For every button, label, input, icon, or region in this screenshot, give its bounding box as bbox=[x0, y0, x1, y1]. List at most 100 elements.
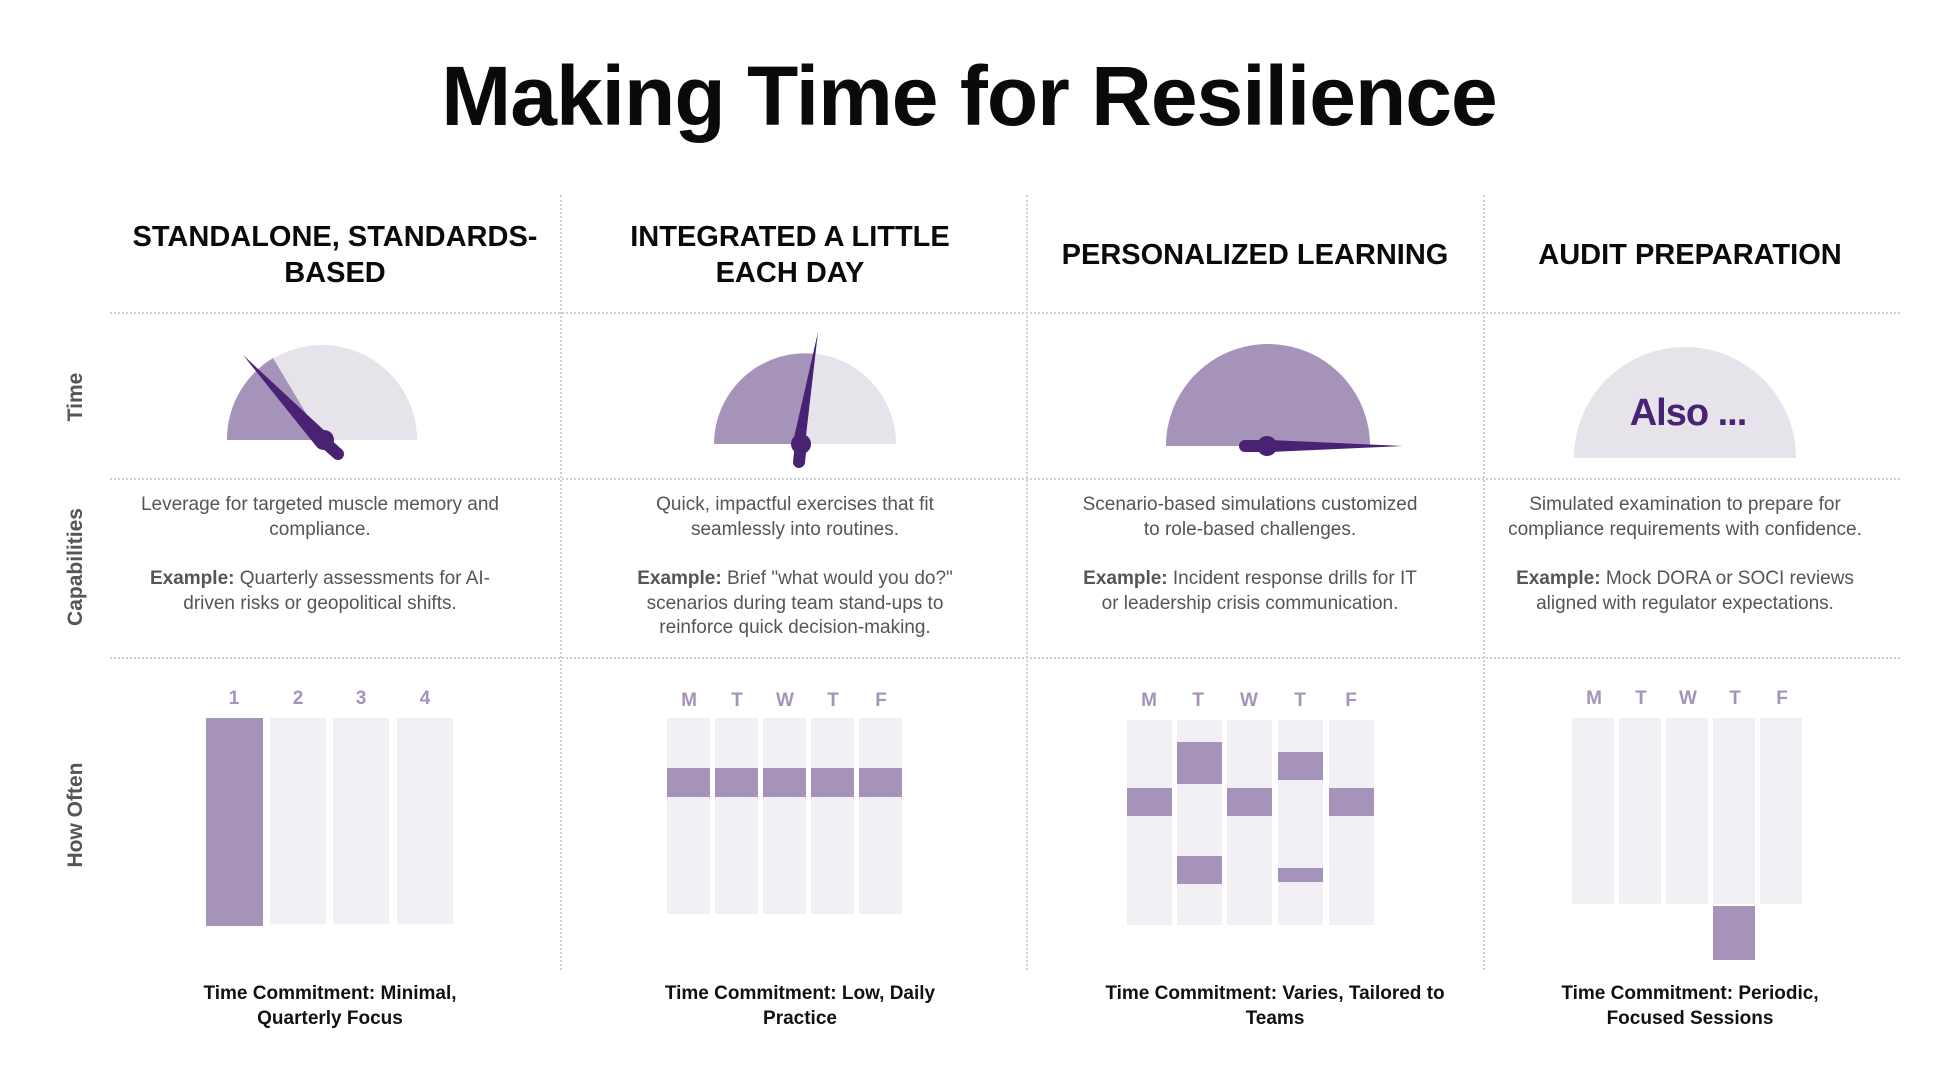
calendar-active-block bbox=[715, 768, 758, 797]
page-title: Making Time for Resilience bbox=[441, 49, 1497, 143]
calendar-cell bbox=[397, 718, 453, 924]
calendar-day-label: M bbox=[1141, 690, 1157, 711]
calendar-active-block bbox=[859, 768, 902, 797]
calendar-day-label: T bbox=[731, 690, 743, 711]
example-text: Example: Brief "what would you do?" scen… bbox=[620, 567, 970, 641]
calendar-cell bbox=[333, 718, 389, 924]
calendar-audit: M T W T F bbox=[1572, 688, 1802, 960]
capability-standalone: Leverage for targeted muscle memory and … bbox=[140, 493, 500, 641]
calendar-cell bbox=[859, 718, 902, 914]
calendar-integrated: M T W T F bbox=[667, 690, 902, 914]
capability-integrated: Quick, impactful exercises that fit seam… bbox=[620, 493, 970, 666]
calendar-active-block bbox=[1329, 788, 1374, 816]
calendar-day-label: M bbox=[681, 690, 697, 711]
calendar-personalized: M T W T F bbox=[1127, 690, 1374, 925]
gauge-fill bbox=[714, 353, 815, 444]
calendar-active-block bbox=[1127, 788, 1172, 816]
column-heading-integrated: INTEGRATED A LITTLE EACH DAY bbox=[630, 221, 950, 289]
time-commitment-audit: Time Commitment: Periodic, Focused Sessi… bbox=[1561, 983, 1819, 1029]
calendar-day-label: 1 bbox=[229, 688, 240, 709]
calendar-cell bbox=[1278, 720, 1323, 925]
gauge-pivot bbox=[791, 434, 811, 454]
calendar-day-label: 4 bbox=[420, 688, 431, 709]
calendar-cell bbox=[811, 718, 854, 914]
calendar-day-label: W bbox=[1679, 688, 1697, 709]
calendar-cell bbox=[763, 718, 806, 914]
example-label: Example: bbox=[637, 568, 722, 589]
calendar-cell bbox=[1760, 718, 1802, 904]
calendar-standalone: 1 2 3 4 bbox=[206, 688, 453, 926]
calendar-cell bbox=[1127, 720, 1172, 925]
column-heading-personalized: PERSONALIZED LEARNING bbox=[1061, 239, 1449, 271]
calendar-day-label: T bbox=[1294, 690, 1306, 711]
gauge-needle bbox=[1270, 440, 1403, 452]
calendar-active-block bbox=[763, 768, 806, 797]
example-body: Mock DORA or SOCI reviews aligned with r… bbox=[1536, 568, 1854, 614]
row-label-how-often: How Often bbox=[64, 762, 87, 868]
calendar-day-label: F bbox=[1776, 688, 1788, 709]
calendar-day-label: F bbox=[1345, 690, 1357, 711]
gauge-standalone bbox=[226, 345, 417, 460]
calendar-active-block bbox=[1227, 788, 1272, 816]
example-body: Quarterly assessments for AI-driven risk… bbox=[183, 568, 490, 614]
row-divider bbox=[110, 478, 1900, 480]
calendar-active-block bbox=[811, 768, 854, 797]
calendar-day-label: W bbox=[776, 690, 794, 711]
gauge-label: Also ... bbox=[1630, 392, 1747, 434]
example-body: Brief "what would you do?" scenarios dur… bbox=[646, 568, 953, 638]
gauge-pivot bbox=[1257, 436, 1277, 456]
capability-text: Leverage for targeted muscle memory and … bbox=[140, 494, 499, 540]
capability-personalized: Scenario-based simulations customized to… bbox=[1075, 493, 1425, 641]
capability-text: Simulated examination to prepare for com… bbox=[1508, 494, 1862, 540]
calendar-cell bbox=[1666, 718, 1708, 904]
calendar-cell bbox=[1619, 718, 1661, 904]
gauge-track bbox=[1574, 347, 1796, 458]
calendar-day-label: 3 bbox=[356, 688, 367, 709]
column-divider bbox=[560, 195, 562, 970]
calendar-active-block bbox=[1713, 906, 1755, 960]
calendar-day-label: M bbox=[1586, 688, 1602, 709]
calendar-cell bbox=[715, 718, 758, 914]
calendar-active-block bbox=[1278, 868, 1323, 882]
time-commitment-personalized: Time Commitment: Varies, Tailored to Tea… bbox=[1105, 983, 1445, 1029]
time-commitment-integrated: Time Commitment: Low, Daily Practice bbox=[664, 983, 936, 1029]
example-label: Example: bbox=[149, 568, 235, 589]
calendar-day-label: F bbox=[875, 690, 887, 711]
calendar-cell bbox=[1227, 720, 1272, 925]
example-label: Example: bbox=[1516, 568, 1601, 589]
example-text: Example: Mock DORA or SOCI reviews align… bbox=[1505, 567, 1865, 616]
calendar-active-block bbox=[1278, 752, 1323, 780]
gauge-pivot bbox=[314, 430, 334, 450]
calendar-day-label: T bbox=[1729, 688, 1741, 709]
calendar-cell bbox=[270, 718, 326, 924]
column-heading-audit: AUDIT PREPARATION bbox=[1538, 239, 1842, 271]
calendar-cell bbox=[667, 718, 710, 914]
example-body: Incident response drills for IT or leade… bbox=[1101, 568, 1417, 614]
row-label-capabilities: Capabilities bbox=[64, 508, 87, 626]
row-divider bbox=[110, 657, 1900, 659]
calendar-active-block bbox=[1177, 856, 1222, 884]
time-commitment-standalone: Time Commitment: Minimal, Quarterly Focu… bbox=[203, 983, 457, 1029]
calendar-day-label: 2 bbox=[293, 688, 304, 709]
gauge-fill bbox=[1166, 344, 1370, 446]
calendar-day-label: W bbox=[1240, 690, 1258, 711]
gauge-personalized bbox=[1166, 344, 1403, 456]
gauge-audit: Also ... bbox=[1574, 347, 1796, 458]
calendar-day-label: T bbox=[1192, 690, 1204, 711]
calendar-cell bbox=[1713, 718, 1755, 904]
column-divider bbox=[1483, 195, 1485, 970]
calendar-active-block bbox=[1177, 742, 1222, 784]
capability-text: Scenario-based simulations customized to… bbox=[1082, 494, 1418, 540]
column-heading-standalone: STANDALONE, STANDARDS-BASED bbox=[132, 221, 538, 289]
column-divider bbox=[1026, 195, 1028, 970]
example-text: Example: Incident response drills for IT… bbox=[1075, 567, 1425, 616]
calendar-active-block bbox=[667, 768, 710, 797]
row-divider bbox=[110, 312, 1900, 314]
calendar-active-block bbox=[206, 718, 263, 926]
capability-audit: Simulated examination to prepare for com… bbox=[1505, 493, 1865, 641]
example-label: Example: bbox=[1083, 568, 1168, 589]
gauge-needle bbox=[243, 355, 328, 446]
capability-text: Quick, impactful exercises that fit seam… bbox=[656, 494, 934, 540]
gauge-integrated bbox=[714, 332, 896, 468]
calendar-day-label: T bbox=[1635, 688, 1647, 709]
